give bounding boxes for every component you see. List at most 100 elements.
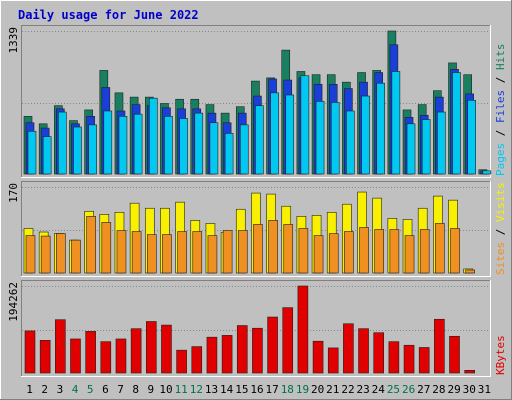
bar-kbytes-18: [282, 307, 294, 374]
y-max-label-hits-files-pages: 1339: [7, 27, 20, 54]
bar-sites-26: [404, 235, 415, 274]
bar-sites-2: [40, 235, 51, 274]
bar-sites-18: [283, 224, 294, 274]
bar-sites-29: [450, 228, 460, 274]
bar-pages-10: [164, 116, 173, 175]
x-tick-label-2: 2: [41, 383, 48, 396]
x-tick-label-9: 9: [148, 383, 155, 396]
legend-item: KBytes: [494, 335, 507, 375]
bar-kbytes-5: [85, 331, 96, 374]
bars-visits-sites: [23, 191, 475, 274]
bar-kbytes-26: [403, 344, 415, 374]
legend-item: Hits: [494, 44, 507, 71]
y-max-label-visits-sites: 170: [7, 183, 20, 203]
bar-pages-5: [88, 124, 97, 175]
legend-item: Pages: [494, 143, 507, 176]
bar-sites-11: [177, 231, 187, 274]
bar-sites-22: [344, 231, 354, 274]
x-tick-label-29: 29: [447, 383, 460, 396]
panel-kbytes: 194262 KBytes: [7, 280, 507, 377]
bar-sites-19: [298, 228, 309, 274]
bar-sites-10: [162, 234, 172, 274]
bar-pages-9: [148, 97, 158, 175]
bars-kbytes: [24, 285, 475, 374]
bar-sites-13: [207, 235, 218, 274]
y-max-label-kbytes: 194262: [7, 282, 20, 322]
bar-kbytes-2: [39, 340, 51, 374]
bar-pages-18: [285, 94, 295, 175]
bar-sites-7: [116, 230, 127, 274]
bar-sites-21: [328, 233, 339, 274]
bar-sites-12: [192, 231, 203, 274]
bar-pages-29: [452, 72, 461, 175]
x-tick-label-15: 15: [235, 383, 248, 396]
bar-pages-19: [300, 75, 310, 175]
bar-kbytes-3: [55, 319, 66, 374]
bar-pages-13: [209, 122, 219, 175]
bar-sites-25: [389, 229, 400, 274]
bar-kbytes-16: [252, 327, 263, 374]
bar-pages-31: [482, 170, 492, 175]
bar-kbytes-24: [373, 332, 385, 374]
bar-sites-14: [222, 230, 233, 274]
bar-pages-16: [255, 105, 264, 175]
x-tick-label-22: 22: [341, 383, 354, 396]
bar-pages-12: [194, 112, 204, 175]
legend-item: /: [494, 70, 507, 90]
x-tick-label-24: 24: [372, 383, 386, 396]
bar-pages-2: [42, 136, 52, 175]
x-tick-label-4: 4: [72, 383, 79, 396]
bar-sites-9: [146, 234, 157, 274]
bar-kbytes-12: [191, 346, 203, 374]
bar-pages-27: [421, 119, 431, 175]
x-tick-label-23: 23: [357, 383, 370, 396]
bar-sites-1: [25, 235, 36, 274]
bar-sites-3: [56, 233, 66, 274]
bar-sites-23: [359, 227, 369, 274]
legend-item: /: [494, 123, 507, 143]
x-tick-label-13: 13: [205, 383, 218, 396]
bar-pages-4: [73, 126, 82, 175]
x-tick-label-14: 14: [220, 383, 234, 396]
x-tick-label-1: 1: [26, 383, 33, 396]
bar-kbytes-1: [24, 330, 36, 374]
x-tick-label-27: 27: [417, 383, 430, 396]
bar-pages-11: [179, 118, 188, 175]
bar-kbytes-14: [221, 335, 233, 374]
bar-kbytes-20: [312, 340, 324, 374]
bar-sites-16: [253, 224, 263, 274]
bar-kbytes-9: [145, 321, 157, 374]
bar-kbytes-11: [176, 349, 187, 374]
bar-pages-17: [270, 92, 279, 175]
x-tick-label-3: 3: [57, 383, 64, 396]
bar-pages-28: [437, 111, 446, 175]
x-tick-label-25: 25: [387, 383, 400, 396]
x-tick-label-20: 20: [311, 383, 324, 396]
x-tick-label-5: 5: [87, 383, 94, 396]
bar-kbytes-23: [358, 328, 369, 374]
legend-item: Files: [494, 90, 507, 123]
x-tick-label-30: 30: [463, 383, 476, 396]
x-tick-label-31: 31: [478, 383, 491, 396]
legend-hits-files-pages: Pages / Files / Hits: [494, 44, 507, 177]
legend-item: /: [494, 222, 507, 242]
bar-kbytes-21: [327, 347, 339, 374]
bar-pages-6: [103, 110, 113, 175]
bar-kbytes-13: [206, 336, 218, 374]
bar-pages-21: [330, 102, 340, 175]
bar-pages-23: [361, 95, 370, 175]
x-tick-label-7: 7: [117, 383, 124, 396]
bar-pages-8: [133, 113, 143, 175]
panel-visits-sites: 170 Sites / Visits: [7, 181, 507, 277]
bar-pages-24: [376, 82, 386, 175]
x-tick-label-21: 21: [326, 383, 339, 396]
bar-kbytes-30: [464, 370, 475, 374]
x-tick-label-18: 18: [281, 383, 294, 396]
chart-panels: 1339 Pages / Files / Hits 170 Sites / Visit…: [7, 25, 507, 377]
bar-kbytes-19: [297, 285, 309, 374]
bar-kbytes-25: [388, 341, 400, 374]
bar-pages-3: [58, 111, 67, 175]
panel-hits-files-pages: 1339 Pages / Files / Hits: [7, 25, 507, 178]
x-tick-label-11: 11: [175, 383, 188, 396]
